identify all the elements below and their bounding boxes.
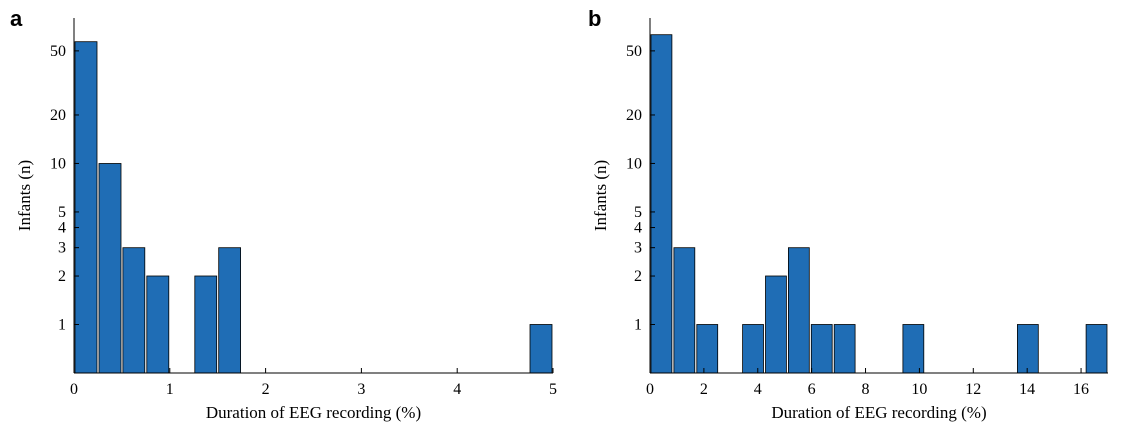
bar bbox=[810, 324, 833, 374]
x-tick-label: 2 bbox=[262, 381, 270, 398]
y-tick-label: 5 bbox=[58, 204, 66, 221]
y-tick-label: 4 bbox=[58, 220, 66, 237]
bar bbox=[194, 275, 218, 374]
bar bbox=[650, 34, 673, 374]
x-tick-label: 10 bbox=[911, 381, 927, 398]
y-tick-label: 3 bbox=[634, 240, 642, 257]
x-tick-label: 1 bbox=[166, 381, 174, 398]
bar bbox=[696, 324, 719, 374]
bar bbox=[1085, 324, 1108, 374]
y-tick-label: 2 bbox=[58, 268, 66, 285]
panel-letter-b: b bbox=[588, 6, 601, 31]
y-tick-label: 1 bbox=[58, 317, 66, 334]
bar bbox=[98, 163, 122, 374]
panel-letter-a: a bbox=[10, 6, 23, 31]
x-tick-label: 5 bbox=[549, 381, 557, 398]
x-tick-label: 8 bbox=[862, 381, 870, 398]
bar bbox=[1017, 324, 1039, 374]
bar bbox=[765, 275, 787, 374]
x-tick-label: 3 bbox=[357, 381, 365, 398]
bar bbox=[833, 324, 856, 374]
x-axis-label: Duration of EEG recording (%) bbox=[206, 403, 421, 422]
y-tick-label: 3 bbox=[58, 240, 66, 257]
y-tick-label: 4 bbox=[634, 220, 642, 237]
y-tick-label: 2 bbox=[634, 268, 642, 285]
x-axis-label: Duration of EEG recording (%) bbox=[771, 403, 986, 422]
bar bbox=[122, 247, 146, 374]
y-tick-label: 10 bbox=[50, 155, 66, 172]
y-tick-label: 5 bbox=[634, 204, 642, 221]
bar bbox=[902, 324, 925, 374]
x-tick-label: 4 bbox=[754, 381, 762, 398]
bar bbox=[742, 324, 764, 374]
x-tick-label: 0 bbox=[70, 381, 78, 398]
x-tick-label: 0 bbox=[646, 381, 654, 398]
x-tick-label: 6 bbox=[808, 381, 816, 398]
y-tick-label: 1 bbox=[634, 317, 642, 334]
x-tick-label: 4 bbox=[453, 381, 461, 398]
bar bbox=[74, 41, 98, 374]
x-tick-label: 12 bbox=[965, 381, 981, 398]
bar bbox=[218, 247, 241, 374]
x-tick-label: 14 bbox=[1019, 381, 1035, 398]
y-tick-label: 10 bbox=[626, 155, 642, 172]
y-tick-label: 20 bbox=[626, 107, 642, 124]
bar bbox=[673, 247, 696, 374]
y-tick-label: 50 bbox=[50, 43, 66, 60]
bar bbox=[788, 247, 810, 374]
y-axis-label: Infants (n) bbox=[591, 160, 610, 231]
bar bbox=[529, 324, 553, 374]
y-tick-label: 20 bbox=[50, 107, 66, 124]
bar bbox=[146, 275, 170, 374]
x-tick-label: 2 bbox=[700, 381, 708, 398]
y-tick-label: 50 bbox=[626, 43, 642, 60]
x-tick-label: 16 bbox=[1073, 381, 1089, 398]
y-axis-label: Infants (n) bbox=[15, 160, 34, 231]
